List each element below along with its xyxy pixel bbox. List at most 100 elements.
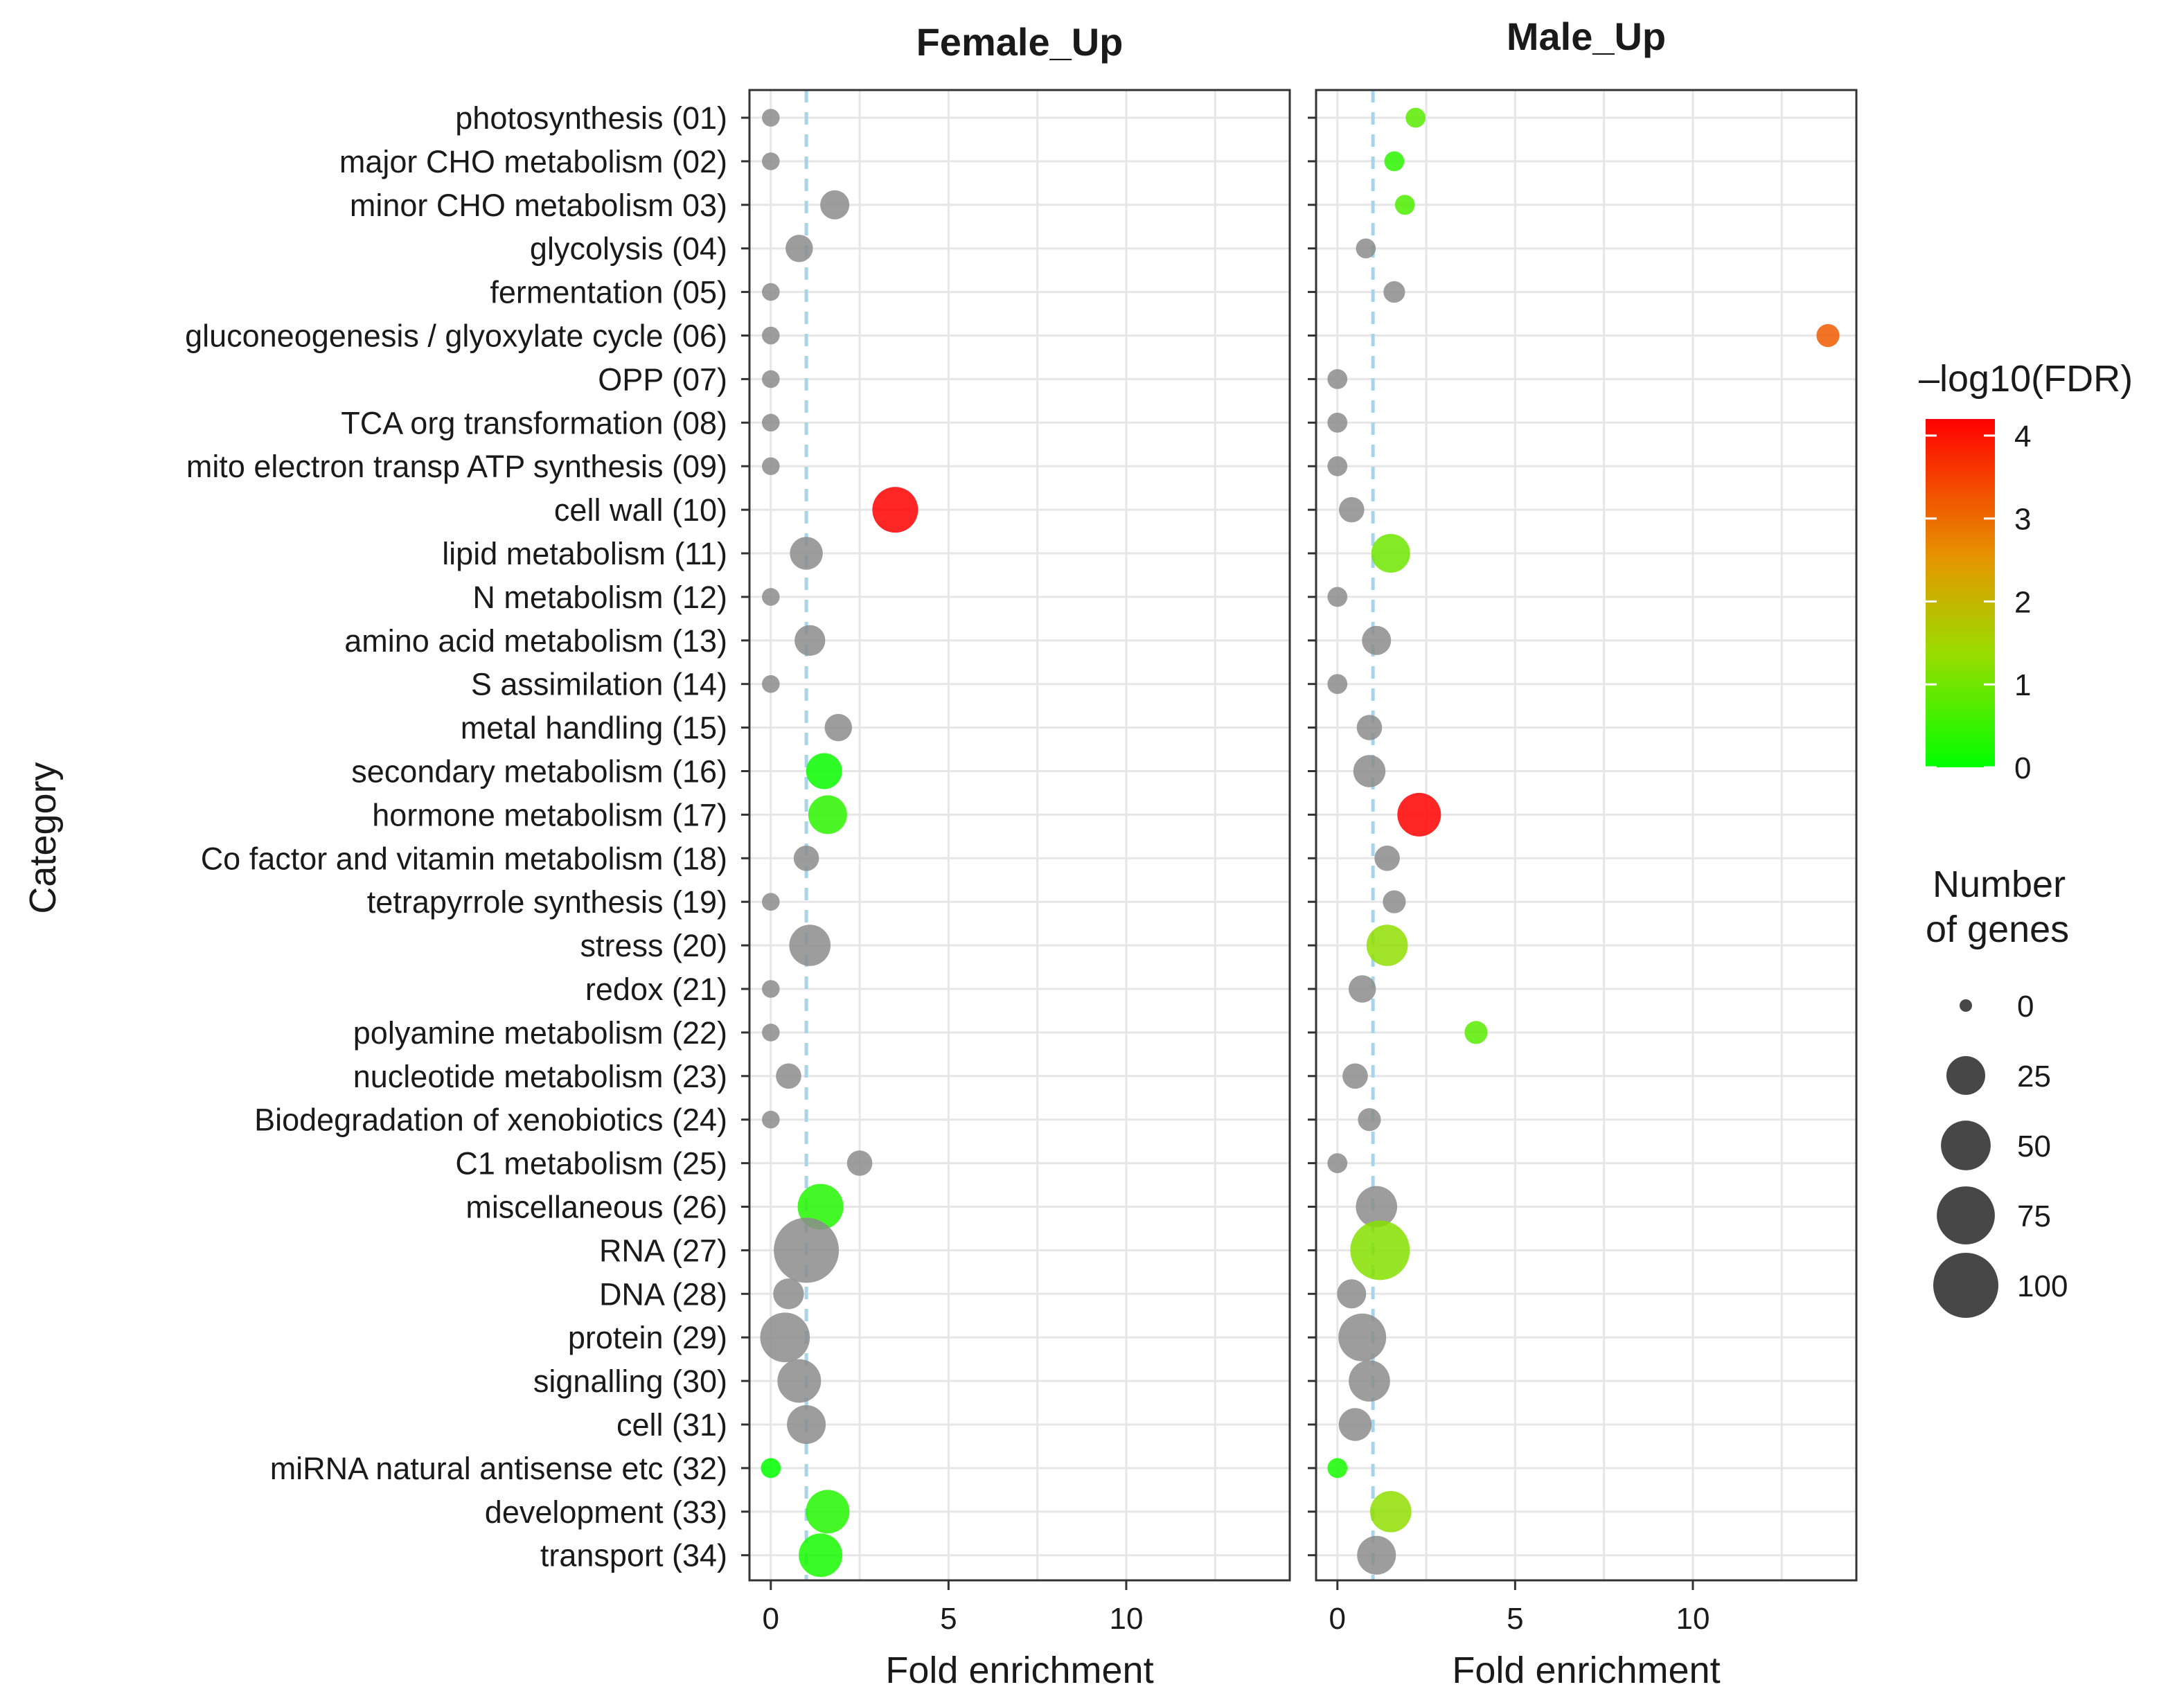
data-point bbox=[1349, 1360, 1390, 1402]
category-label: miscellaneous (26) bbox=[465, 1190, 727, 1225]
x-axis-title: Fold enrichment bbox=[885, 1650, 1153, 1691]
color-legend-title: –log10(FDR) bbox=[1919, 358, 2133, 400]
female-up-panel-frame bbox=[748, 89, 1291, 1582]
category-label: photosynthesis (01) bbox=[455, 100, 727, 136]
data-point bbox=[793, 845, 819, 871]
color-bar-tick-label: 3 bbox=[2014, 503, 2031, 537]
female-up-panel-background bbox=[749, 90, 1290, 1580]
data-point bbox=[787, 1405, 826, 1444]
category-label: transport (34) bbox=[540, 1538, 727, 1573]
data-point bbox=[1356, 715, 1383, 740]
data-point bbox=[761, 370, 780, 389]
data-point bbox=[1327, 587, 1348, 607]
category-label: amino acid metabolism (13) bbox=[344, 623, 727, 659]
color-bar-tick-label: 1 bbox=[2014, 668, 2031, 702]
category-label: signalling (30) bbox=[533, 1364, 727, 1399]
size-legend-circle bbox=[1937, 1186, 1995, 1244]
male-up-panel-background bbox=[1316, 90, 1856, 1580]
data-point bbox=[761, 1458, 781, 1479]
size-legend-label: 50 bbox=[2017, 1130, 2051, 1163]
x-tick-label: 10 bbox=[1676, 1602, 1710, 1636]
category-label: miRNA natural antisense etc (32) bbox=[270, 1451, 727, 1486]
size-legend-label: 75 bbox=[2017, 1199, 2051, 1233]
category-label: OPP (07) bbox=[598, 361, 727, 397]
data-point bbox=[1397, 792, 1441, 837]
data-point bbox=[761, 588, 780, 606]
data-point bbox=[1394, 195, 1415, 215]
category-label: gluconeogenesis / glyoxylate cycle (06) bbox=[185, 319, 727, 354]
data-point bbox=[1816, 323, 1840, 348]
size-legend-circle bbox=[1960, 999, 1972, 1012]
category-label: minor CHO metabolism 03) bbox=[350, 188, 727, 223]
data-point bbox=[761, 457, 780, 475]
size-legend-circle bbox=[1933, 1253, 1998, 1318]
data-point bbox=[1357, 1535, 1396, 1575]
data-point bbox=[761, 1024, 780, 1042]
color-bar-tick-label: 4 bbox=[2014, 420, 2031, 454]
size-legend-label: 100 bbox=[2017, 1269, 2068, 1303]
color-bar-tick-label: 0 bbox=[2014, 751, 2031, 785]
data-point bbox=[1464, 1021, 1488, 1044]
data-point bbox=[794, 625, 826, 656]
data-point bbox=[824, 713, 853, 742]
data-point bbox=[761, 675, 780, 693]
category-label: Biodegradation of xenobiotics (24) bbox=[254, 1103, 727, 1138]
x-tick-label: 5 bbox=[1507, 1602, 1523, 1636]
data-point bbox=[1342, 1063, 1368, 1089]
data-point bbox=[789, 925, 831, 966]
size-legend-circle bbox=[1946, 1056, 1985, 1095]
data-point bbox=[785, 234, 813, 262]
category-label: lipid metabolism (11) bbox=[442, 536, 727, 571]
data-point bbox=[1383, 890, 1406, 913]
category-label: nucleotide metabolism (23) bbox=[353, 1059, 727, 1094]
category-label: RNA (27) bbox=[599, 1233, 727, 1268]
data-point bbox=[808, 795, 847, 834]
data-point bbox=[846, 1150, 873, 1176]
data-point bbox=[1348, 975, 1376, 1003]
data-point bbox=[1339, 497, 1365, 523]
data-point bbox=[1327, 1153, 1348, 1173]
category-label: redox (21) bbox=[585, 972, 727, 1007]
x-tick-label: 0 bbox=[1329, 1602, 1346, 1636]
category-label: protein (29) bbox=[568, 1320, 727, 1355]
data-point bbox=[773, 1278, 804, 1310]
category-label: N metabolism (12) bbox=[472, 580, 727, 615]
category-label: polyamine metabolism (22) bbox=[353, 1015, 727, 1051]
size-legend-label: 0 bbox=[2017, 990, 2034, 1024]
x-tick-label: 10 bbox=[1109, 1602, 1143, 1636]
male-up-panel-frame bbox=[1315, 89, 1858, 1582]
x-tick-label: 0 bbox=[763, 1602, 779, 1636]
data-point bbox=[1327, 1458, 1348, 1479]
data-point bbox=[1337, 1279, 1367, 1309]
data-point bbox=[1358, 1108, 1381, 1132]
data-point bbox=[1374, 845, 1400, 871]
data-point bbox=[820, 190, 850, 220]
size-legend-title: Number bbox=[1933, 864, 2066, 905]
category-label: DNA (28) bbox=[599, 1276, 727, 1312]
category-label: fermentation (05) bbox=[490, 275, 727, 310]
data-point bbox=[1338, 1313, 1387, 1362]
color-bar bbox=[1926, 419, 1995, 767]
data-point bbox=[761, 152, 780, 170]
x-axis-title: Fold enrichment bbox=[1452, 1650, 1720, 1691]
category-label: hormone metabolism (17) bbox=[372, 797, 727, 832]
category-label: secondary metabolism (16) bbox=[351, 754, 727, 789]
category-label: major CHO metabolism (02) bbox=[339, 144, 727, 179]
data-point bbox=[776, 1063, 801, 1089]
category-label: tetrapyrrole synthesis (19) bbox=[367, 884, 727, 920]
category-label: glycolysis (04) bbox=[530, 231, 727, 267]
female-up-panel-title: Female_Up bbox=[916, 20, 1124, 64]
data-point bbox=[799, 1533, 843, 1578]
data-point bbox=[1338, 1408, 1372, 1441]
category-label: mito electron transp ATP synthesis (09) bbox=[186, 449, 727, 484]
color-bar-tick-label: 2 bbox=[2014, 585, 2031, 619]
data-point bbox=[1366, 925, 1408, 966]
category-label: cell (31) bbox=[616, 1407, 727, 1443]
category-label: S assimilation (14) bbox=[471, 667, 727, 702]
data-point bbox=[806, 1490, 850, 1534]
data-point bbox=[1350, 1220, 1410, 1280]
data-point bbox=[1327, 674, 1348, 695]
data-point bbox=[761, 109, 780, 127]
data-point bbox=[1362, 625, 1392, 655]
